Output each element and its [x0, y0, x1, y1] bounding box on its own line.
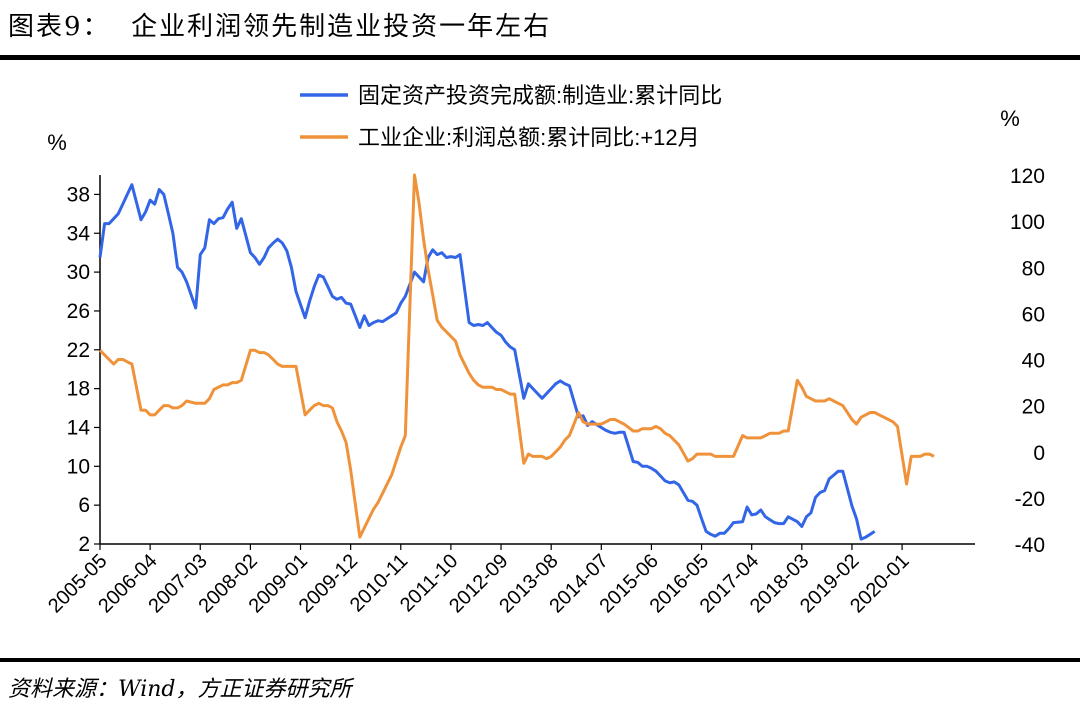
right-tick-label: 80 [1022, 257, 1045, 280]
series-lines [98, 173, 935, 541]
left-tick-label: 38 [67, 183, 90, 206]
top-rule [0, 55, 1080, 60]
right-tick-label: 0 [1033, 442, 1045, 465]
left-tick-label: 26 [67, 300, 90, 323]
industrial-profit-line [98, 173, 935, 539]
source-note: 资料来源：Wind，方正证券研究所 [8, 677, 352, 702]
right-tick-label: 120 [1010, 165, 1045, 188]
left-tick-label: 34 [67, 222, 91, 245]
legend-label: 固定资产投资完成额:制造业:累计同比 [358, 83, 722, 108]
left-tick-label: 6 [78, 494, 90, 517]
manufacturing-investment-line [98, 183, 876, 541]
legend-label: 工业企业:利润总额:累计同比:+12月 [358, 125, 700, 150]
right-tick-label: 100 [1010, 211, 1045, 234]
left-tick-label: 10 [67, 455, 90, 478]
axes: 261014182226303438-40-200204060801001202… [44, 165, 1045, 617]
left-tick-label: 22 [67, 339, 90, 362]
left-tick-label: 14 [67, 416, 91, 439]
left-axis-label: % [47, 130, 67, 155]
right-tick-label: 20 [1022, 396, 1045, 419]
bottom-rule [0, 658, 1080, 662]
left-tick-label: 30 [67, 261, 90, 284]
right-tick-label: 40 [1022, 350, 1045, 373]
right-tick-label: -40 [1015, 534, 1045, 557]
right-tick-label: 60 [1022, 303, 1045, 326]
figure-title: 图表9： 企业利润领先制造业投资一年左右 [8, 12, 552, 42]
right-tick-label: -20 [1015, 488, 1045, 511]
right-axis-label: % [1000, 106, 1020, 131]
left-tick-label: 18 [67, 378, 90, 401]
left-tick-label: 2 [78, 533, 90, 556]
